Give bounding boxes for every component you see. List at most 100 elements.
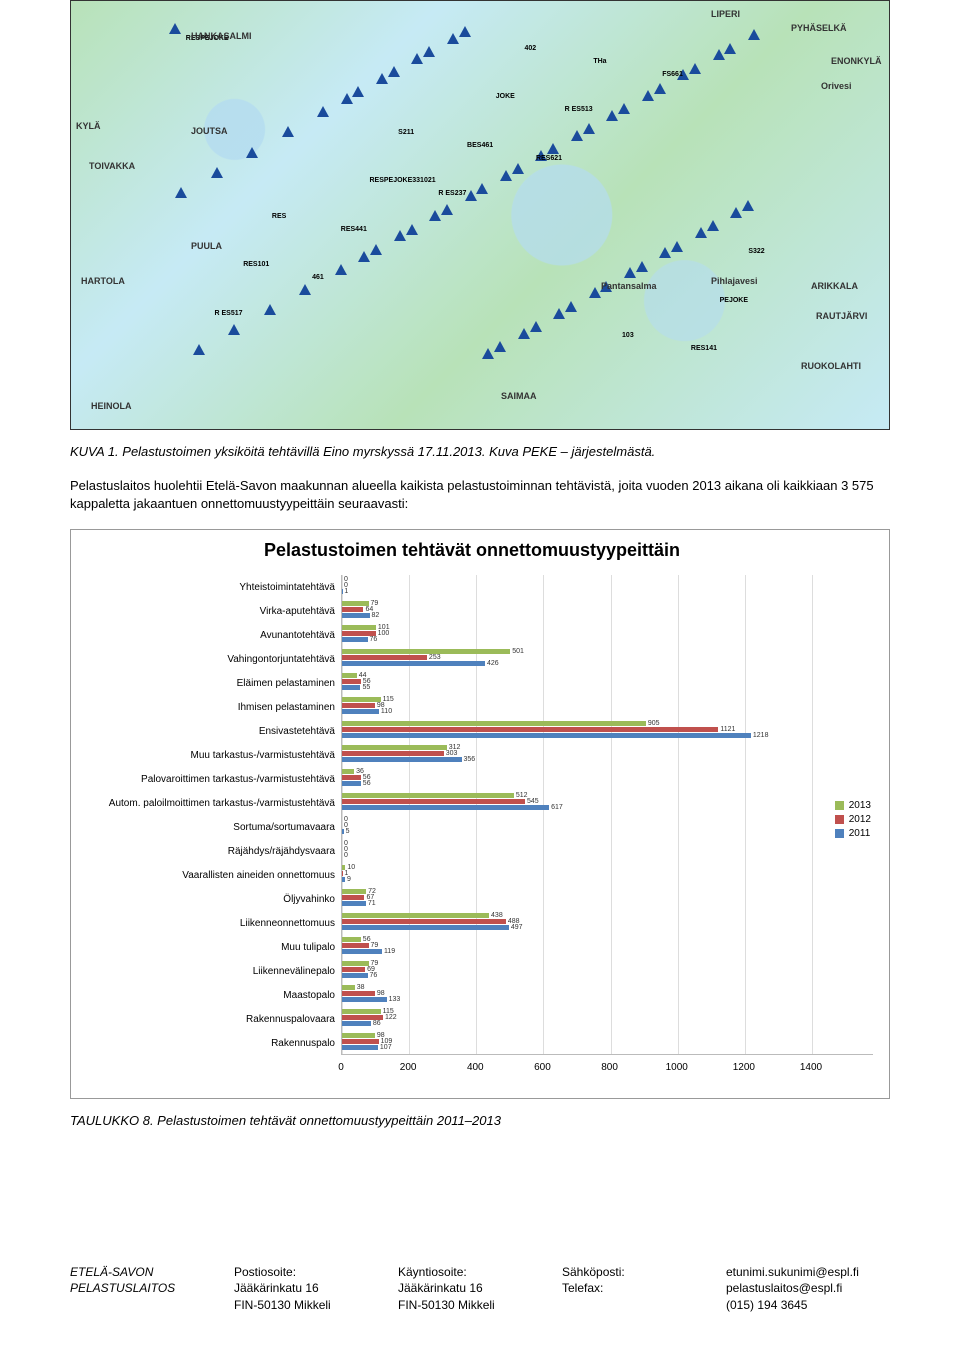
chart-value-label: 122 — [385, 1014, 397, 1021]
legend-item: 2013 — [835, 800, 871, 811]
accident-type-chart: Pelastustoimen tehtävät onnettomuustyype… — [70, 529, 890, 1099]
map-unit-label: R ES517 — [215, 310, 243, 317]
map-place-label: LIPERI — [711, 9, 740, 19]
visit-heading: Käyntiosoite: — [398, 1264, 562, 1281]
map-unit-label: 461 — [312, 274, 324, 281]
chart-bar — [342, 775, 361, 780]
chart-value-label: 76 — [370, 636, 378, 643]
x-axis-tick: 600 — [534, 1062, 551, 1073]
map-unit-label: 402 — [524, 45, 536, 52]
map-marker — [642, 90, 654, 101]
map-unit-label: PEJOKE — [720, 297, 748, 304]
map-unit-label: JOKE — [496, 93, 515, 100]
chart-category-label: Palovaroittimen tarkastus-/varmistusteht… — [71, 767, 341, 791]
chart-bar — [342, 919, 506, 924]
map-marker — [459, 26, 471, 37]
chart-value-label: 10 — [347, 864, 355, 871]
chart-value-label: 55 — [362, 684, 370, 691]
x-axis-tick: 400 — [467, 1062, 484, 1073]
map-marker — [547, 143, 559, 154]
chart-bar — [342, 673, 357, 678]
chart-bar — [342, 661, 485, 666]
chart-bar — [342, 1045, 378, 1050]
chart-category-label: Autom. paloilmoittimen tarkastus-/varmis… — [71, 791, 341, 815]
chart-value-label: 9 — [347, 876, 351, 883]
chart-value-label: 0 — [344, 852, 348, 859]
chart-value-label: 86 — [373, 1020, 381, 1027]
map-marker — [695, 227, 707, 238]
y-axis-labels: YhteistoimintatehtäväVirka-aputehtäväAvu… — [71, 575, 341, 1055]
chart-bar — [342, 703, 375, 708]
chart-category-label: Rakennuspalo — [71, 1031, 341, 1055]
chart-bar — [342, 655, 427, 660]
chart-bar — [342, 889, 366, 894]
map-marker — [500, 170, 512, 181]
email-1: etunimi.sukunimi@espl.fi — [726, 1264, 890, 1281]
map-marker — [352, 86, 364, 97]
legend-swatch — [835, 801, 844, 810]
map-marker — [724, 43, 736, 54]
map-place-label: Pantansalma — [601, 281, 657, 291]
map-unit-label: RES621 — [536, 155, 562, 162]
email-2: pelastuslaitos@espl.fi — [726, 1280, 890, 1297]
chart-bar — [342, 943, 369, 948]
map-unit-label: RES441 — [341, 226, 367, 233]
chart-bar — [342, 1039, 379, 1044]
map-marker — [246, 147, 258, 158]
chart-bar — [342, 649, 510, 654]
chart-value-label: 79 — [371, 942, 379, 949]
chart-category-label: Öljyvahinko — [71, 887, 341, 911]
legend-label: 2011 — [849, 828, 871, 839]
chart-value-label: 119 — [384, 948, 395, 955]
visit-l1: Jääkärinkatu 16 — [398, 1280, 562, 1297]
map-marker — [512, 163, 524, 174]
chart-bar — [342, 721, 646, 726]
map-marker — [394, 230, 406, 241]
map-place-label: PYHÄSELKÄ — [791, 23, 847, 33]
map-place-label: ENONKYLÄ — [831, 56, 882, 66]
map-marker — [370, 244, 382, 255]
footer-visit: Käyntiosoite: Jääkärinkatu 16 FIN-50130 … — [398, 1264, 562, 1314]
chart-bar — [342, 895, 364, 900]
map-marker — [707, 220, 719, 231]
map-marker — [335, 264, 347, 275]
map-marker — [169, 23, 181, 34]
chart-bar — [342, 961, 369, 966]
chart-bar — [342, 1021, 371, 1026]
chart-category-label: Räjähdys/räjähdysvaara — [71, 839, 341, 863]
map-unit-label: THa — [593, 58, 606, 65]
map-marker — [388, 66, 400, 77]
map-marker — [376, 73, 388, 84]
map-marker — [624, 267, 636, 278]
map-marker — [530, 321, 542, 332]
map-marker — [211, 167, 223, 178]
chart-category-label: Eläimen pelastaminen — [71, 671, 341, 695]
chart-value-label: 438 — [491, 912, 503, 919]
map-marker — [659, 247, 671, 258]
legend-item: 2012 — [835, 814, 871, 825]
chart-bar — [342, 751, 444, 756]
map-marker — [589, 287, 601, 298]
map-marker — [317, 106, 329, 117]
postal-l1: Jääkärinkatu 16 — [234, 1280, 398, 1297]
x-axis-tick: 0 — [338, 1062, 344, 1073]
map-figure: RESPEJOKERES621461FS661R ES237R ES517R E… — [70, 0, 890, 430]
map-marker — [583, 123, 595, 134]
visit-l2: FIN-50130 Mikkeli — [398, 1297, 562, 1314]
map-place-label: HEINOLA — [91, 401, 132, 411]
chart-value-label: 76 — [370, 972, 378, 979]
map-place-label: Pihlajavesi — [711, 276, 758, 286]
map-marker — [553, 308, 565, 319]
chart-bar — [342, 799, 525, 804]
chart-bar — [342, 991, 375, 996]
chart-bar — [342, 697, 381, 702]
x-axis-tick: 200 — [400, 1062, 417, 1073]
map-marker — [228, 324, 240, 335]
chart-bar — [342, 829, 344, 834]
chart-bar — [342, 793, 514, 798]
map-place-label: KYLÄ — [76, 121, 101, 131]
chart-value-label: 497 — [511, 924, 523, 931]
map-marker — [482, 348, 494, 359]
chart-category-label: Ihmisen pelastaminen — [71, 695, 341, 719]
chart-plot-area: 0017964821011007650125342644565511598110… — [341, 575, 873, 1055]
